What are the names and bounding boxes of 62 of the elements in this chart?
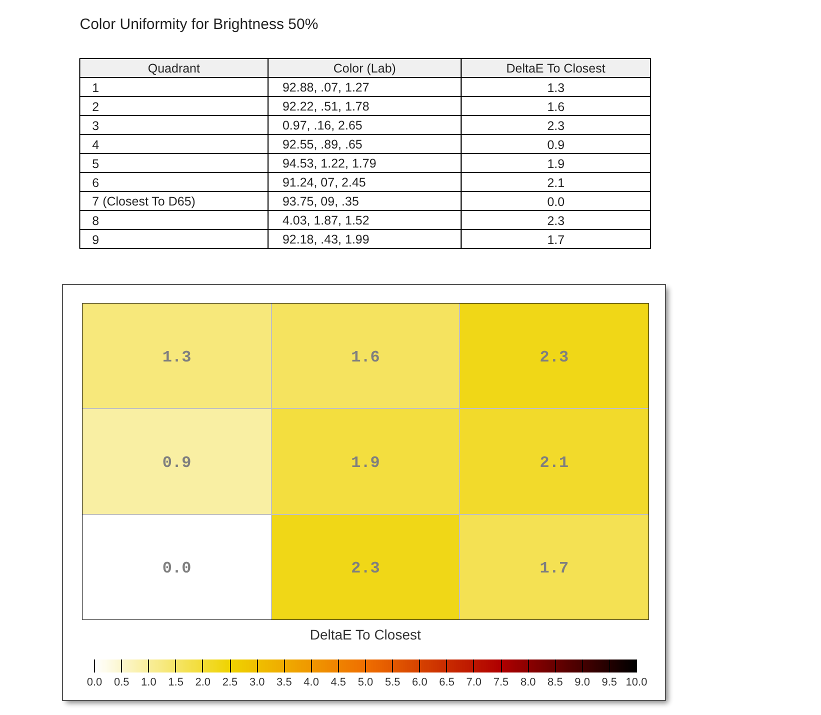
color-bar-label: 6.5 [439,676,454,688]
data-label: 1.3 [162,348,192,367]
data-label: 2.1 [540,454,569,472]
color-bar-label: 4.5 [330,676,346,688]
color-bar-label: 9.5 [602,676,618,688]
color-bar-label: 7.5 [493,676,509,688]
text: 1.6 [547,100,565,114]
data-label: 0.9 [162,454,192,472]
category-label: Color (Lab) [333,62,396,76]
color-bar-label: 1.5 [168,676,184,688]
text: 3 [92,119,100,133]
text: 92.22, .51, 1.78 [282,100,370,114]
text: 7 (Closest To D65) [92,194,196,208]
text: 2 [92,100,100,114]
text: 94.53, 1.22, 1.79 [282,156,376,170]
data-label: 0.0 [162,559,192,578]
color-bar-label: 3.5 [276,676,292,688]
text: 1.9 [547,157,565,171]
color-bar-label: 1.0 [141,676,156,688]
category-label: DeltaE To Closest [506,62,606,76]
text: 1 [92,81,100,95]
color-bar-title: DeltaE To Closest [310,626,421,642]
text: 93.75, 09, .35 [282,194,359,208]
data-label: 2.3 [351,559,380,578]
color-bar-label: 7.0 [466,676,482,688]
color-bar-label: 5.0 [358,676,374,688]
text: 4.03, 1.87, 1.52 [282,214,370,228]
data-label: 1.9 [351,454,380,472]
color-bar-label: 2.5 [222,676,238,688]
color-bar-label: 10.0 [626,676,648,688]
text: 1.3 [547,81,565,95]
color-bar-label: 6.0 [412,676,428,688]
text: 0.97, .16, 2.65 [282,118,362,132]
text: 2.3 [547,119,565,133]
text: 0.0 [547,195,565,209]
text: 5 [92,157,100,171]
text: 2.3 [547,214,565,228]
color-bar-label: 4.0 [304,676,319,688]
text: 9 [92,233,100,247]
color-bar-label: 8.5 [548,676,563,688]
color-bar-label: 5.5 [384,676,400,688]
text: 0.9 [547,138,565,152]
data-label: 1.6 [351,348,380,367]
text: 8 [92,214,100,228]
text: 92.88, .07, 1.27 [282,80,370,94]
color-bar-label: 8.0 [520,676,536,688]
text: 4 [92,138,100,152]
text: 91.24, 07, 2.45 [282,176,366,190]
text: 2.1 [547,176,565,190]
data-label: 2.3 [540,348,569,367]
text: Color Uniformity for Brightness 50% [80,16,318,33]
text: 92.18, .43, 1.99 [282,232,370,246]
category-label: Quadrant [148,62,201,76]
text: 1.7 [547,233,565,247]
color-bar-label: 3.0 [249,676,265,688]
text: 92.55, .89, .65 [282,138,362,152]
text: 6 [92,176,100,190]
color-bar-label: 2.0 [195,676,211,688]
color-bar-label: 0.0 [86,676,102,688]
data-label: 1.7 [540,559,569,578]
color-bar-label: 0.5 [114,676,130,688]
color-bar-label: 9.0 [574,676,590,688]
